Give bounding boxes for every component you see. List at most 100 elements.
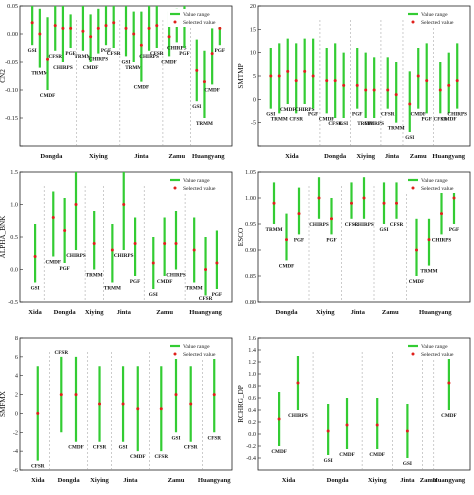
selected-value-dot-cmdf [447, 83, 451, 87]
selected-value-dot-cmdf [416, 74, 420, 78]
source-label-trmm: TRMM [388, 126, 405, 132]
y-tick-label: -0.4 [246, 455, 256, 462]
y-tick-label: 0.6 [248, 395, 256, 402]
group-label-xida: Xida [285, 153, 299, 160]
y-tick-label: 0.90 [245, 247, 256, 254]
selected-value-dot-cmdf [139, 43, 143, 47]
selected-value-dot-chirps [96, 26, 100, 30]
y-tick-label: -0.5 [8, 299, 18, 306]
selected-value-dot-gsi [174, 393, 178, 397]
y-tick-label: 1.0 [248, 371, 256, 378]
legend [168, 175, 230, 193]
group-label-dongda: Dongda [324, 153, 347, 160]
group-label-xiying: Xiying [356, 153, 375, 160]
y-tick-label: 0.80 [245, 299, 256, 306]
source-label-cfsr: CFSR [93, 445, 107, 451]
selected-value-dot-trmm [364, 88, 368, 92]
source-label-pgf: PGF [215, 48, 225, 54]
group-label-jinta: Jinta [134, 153, 149, 160]
source-label-cfsr: CFSR [184, 445, 198, 451]
selected-value-dot-chirps [147, 26, 151, 30]
source-label-cmdf: CMDF [339, 452, 355, 458]
selected-value-dot-chirps [74, 203, 78, 206]
source-label-cmdf: CMDF [271, 449, 287, 455]
y-tick-label: 2 [15, 392, 18, 399]
legend-selected-label: Selected value [421, 20, 454, 26]
plot-frame [19, 337, 233, 471]
source-label-chirps: CHIRPS [354, 222, 374, 228]
source-label-cfsr: CFSR [48, 54, 62, 60]
selected-value-dot-cmdf [210, 52, 214, 56]
selected-value-dot-pgf [63, 229, 67, 232]
group-label-huangyang: Huangyang [433, 477, 466, 484]
source-label-cfsr: CFSR [390, 222, 404, 228]
source-label-chirps: CHIRPS [288, 413, 308, 419]
y-tick-label: 6 [15, 354, 18, 361]
selected-value-dot-trmm [394, 93, 398, 97]
legend-selected-label: Selected value [183, 186, 216, 192]
source-label-cfsr: CFSR [433, 116, 447, 122]
legend [406, 175, 468, 193]
source-label-cmdf: CMDF [45, 260, 61, 266]
source-label-pgf: PGF [326, 237, 336, 243]
group-label-zamu: Zamu [410, 153, 427, 160]
y-axis-label: CN2 [0, 69, 7, 83]
selected-value-dot-trmm [427, 238, 431, 242]
legend [168, 9, 230, 27]
group-label-jinta: Jinta [351, 309, 366, 316]
source-label-cmdf: CMDF [409, 279, 425, 285]
selected-value-dot-gsi [382, 201, 386, 205]
legend-range-label: Value range [421, 178, 448, 184]
selected-value-dot-cfsr [395, 201, 398, 205]
y-tick-label: 0.05 [7, 3, 18, 10]
y-tick-label: 0.2 [248, 419, 256, 426]
selected-value-dot-cmdf [163, 242, 167, 245]
selected-value-dot-cfsr [438, 88, 442, 92]
selected-value-dot-cfsr [204, 268, 208, 271]
source-label-pgf: PGF [101, 48, 111, 54]
selected-value-dot-trmm [92, 242, 96, 245]
source-label-cfsr: CFSR [289, 116, 303, 122]
group-label-xiying: Xiying [316, 309, 335, 316]
y-tick-label: 1.00 [245, 195, 256, 202]
y-tick-label: 0.0 [248, 431, 256, 438]
y-tick-label: 0 [15, 410, 18, 417]
source-label-pgf: PGF [422, 116, 432, 122]
legend-range-label: Value range [183, 178, 210, 184]
selected-value-dot-cmdf [167, 35, 171, 39]
group-label-dongda: Dongda [54, 309, 77, 316]
selected-value-dot-cmdf [345, 423, 349, 427]
group-label-huangyang: Huangyang [189, 309, 222, 316]
selected-value-dot-cmdf [136, 407, 140, 411]
selected-value-dot-gsi [405, 429, 409, 433]
group-label-jinta: Jinta [117, 309, 132, 316]
source-label-gsi: GSI [122, 59, 131, 65]
group-label-xiying: Xiying [368, 477, 387, 484]
selected-value-dot-cfsr [333, 79, 337, 83]
selected-value-dot-cmdf [375, 423, 379, 427]
y-tick-label: 1.5 [10, 169, 18, 176]
source-label-pgf: PGF [212, 292, 222, 298]
y-tick-label: -5 [251, 120, 256, 127]
selected-value-dot-cmdf [447, 381, 451, 385]
source-label-cmdf: CMDF [83, 65, 99, 71]
legend [168, 341, 230, 359]
source-label-cmdf: CMDF [410, 112, 426, 118]
source-label-chirps: CHIRPS [139, 54, 159, 60]
selected-value-dot-pgf [133, 242, 137, 245]
y-tick-label: 4 [15, 373, 18, 380]
y-axis-label: SMFMX [0, 390, 7, 417]
y-tick-label: -6 [13, 467, 18, 474]
legend [406, 9, 468, 27]
selected-value-dot-chirps [296, 381, 300, 385]
selected-value-dot-chirps [317, 196, 321, 200]
source-label-chirps: CHIRPS [295, 107, 315, 113]
selected-value-dot-pgf [330, 217, 333, 221]
source-label-cfsr: CFSR [107, 51, 121, 57]
y-tick-label: 1.2 [248, 359, 256, 366]
source-label-chirps: CHIRPS [166, 273, 186, 279]
source-label-chirps: CHIRPS [114, 253, 134, 259]
legend-selected-swatch [173, 352, 177, 356]
source-label-cmdf: CMDF [157, 279, 173, 285]
group-label-huangyang: Huangyang [192, 153, 225, 160]
